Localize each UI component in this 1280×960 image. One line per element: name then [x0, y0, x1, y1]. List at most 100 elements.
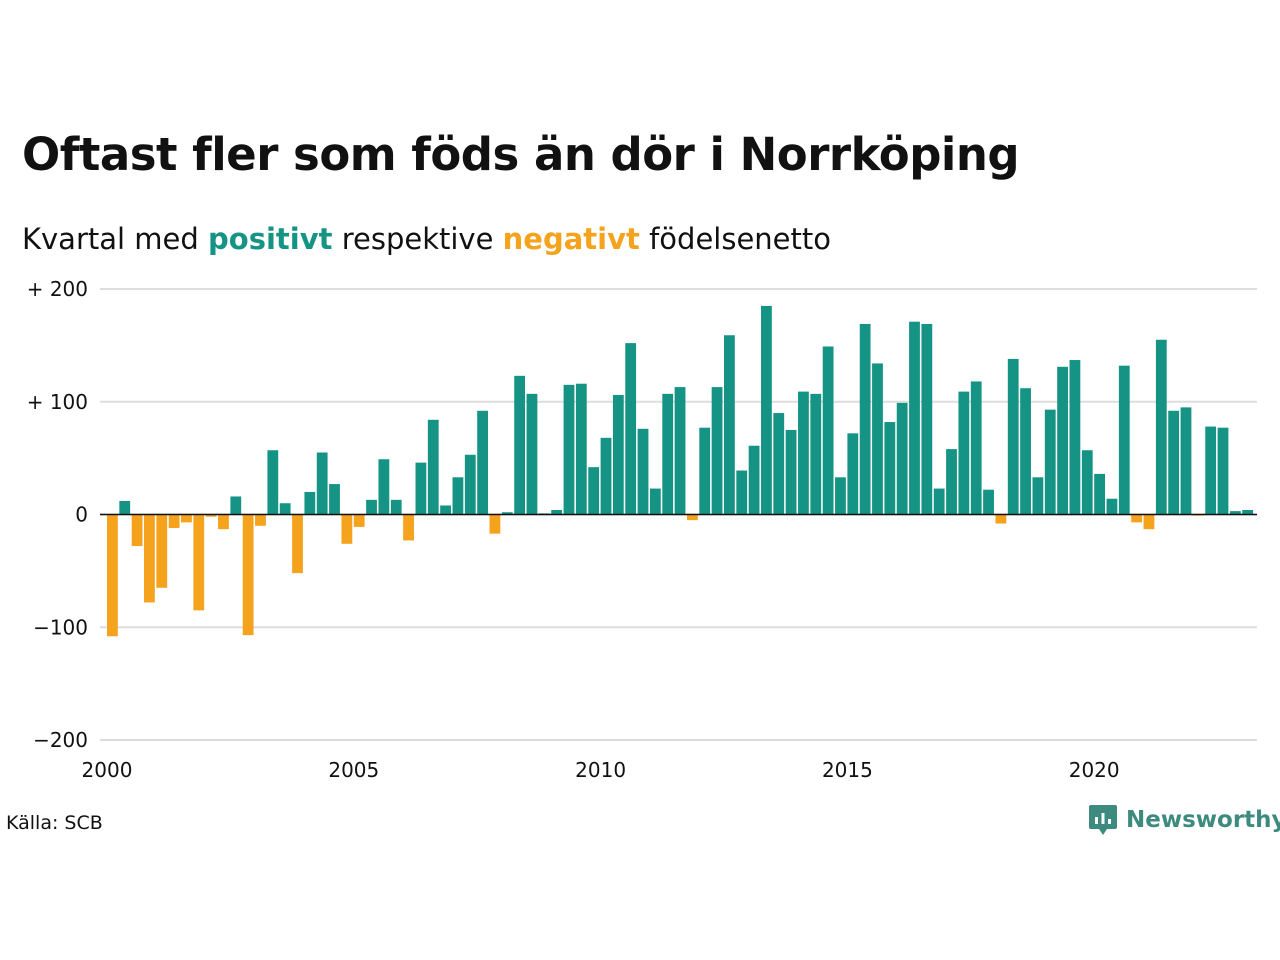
- bar-positive: [773, 413, 785, 515]
- bar-negative: [1131, 514, 1143, 523]
- y-tick-label: −100: [33, 615, 88, 639]
- bar-negative: [353, 514, 365, 527]
- bar-positive: [1106, 498, 1118, 515]
- bar-chart: −200 −100 0 + 100 + 200 2000 2005 2010 2015 2020: [27, 277, 1257, 782]
- bar-positive: [1032, 477, 1044, 515]
- bar-positive: [921, 323, 933, 515]
- bar-positive: [625, 343, 637, 515]
- newsworthy-chart-bubble-icon: [1089, 805, 1117, 835]
- y-tick-label: + 200: [27, 277, 88, 301]
- bar-negative: [341, 514, 353, 544]
- bar-positive: [748, 445, 760, 515]
- bar-negative: [156, 514, 168, 588]
- bar-positive: [933, 488, 945, 515]
- bar-negative: [193, 514, 205, 611]
- bar-positive: [699, 427, 711, 515]
- bar-positive: [415, 462, 427, 515]
- bar-positive: [440, 505, 451, 515]
- bar-positive: [551, 509, 563, 515]
- bar-positive: [785, 429, 797, 515]
- bar-positive: [810, 393, 822, 515]
- subtitle-suffix: födelsenetto: [639, 222, 831, 256]
- bar-positive: [279, 503, 291, 515]
- bar-positive: [1118, 365, 1130, 515]
- bar-positive: [1081, 450, 1093, 515]
- bar-positive: [612, 394, 624, 515]
- bar-positive: [588, 467, 600, 515]
- bar-positive: [711, 387, 723, 515]
- bar-positive: [1217, 427, 1229, 515]
- bar-negative: [144, 514, 155, 603]
- bar-positive: [1180, 407, 1192, 515]
- x-tick-label: 2005: [328, 758, 379, 782]
- bar-positive: [1044, 409, 1056, 515]
- bar-negative: [107, 514, 118, 637]
- bar-positive: [649, 488, 661, 515]
- bar-positive: [1205, 426, 1217, 515]
- bar-positive: [798, 391, 809, 515]
- x-axis-labels: 2000 2005 2010 2015 2020: [82, 758, 1120, 782]
- bar-negative: [255, 514, 266, 526]
- bar-positive: [1168, 410, 1180, 515]
- bar-positive: [1242, 509, 1254, 515]
- source-note: Källa: SCB: [6, 812, 103, 834]
- bar-negative: [168, 514, 180, 529]
- bar-negative: [181, 514, 192, 523]
- subtitle-positive-word: positivt: [208, 222, 333, 256]
- bar-positive: [267, 450, 279, 515]
- subtitle-negative-word: negativt: [502, 222, 640, 256]
- bar-positive: [1155, 339, 1167, 515]
- bar-positive: [427, 419, 439, 515]
- bar-negative: [292, 514, 303, 574]
- x-tick-label: 2020: [1069, 758, 1120, 782]
- bar-positive: [304, 491, 316, 515]
- bar-positive: [526, 393, 538, 515]
- bar-positive: [822, 346, 834, 515]
- bar-positive: [637, 428, 649, 515]
- bar-negative: [686, 514, 698, 521]
- x-tick-label: 2010: [575, 758, 626, 782]
- bar-positive: [514, 375, 526, 515]
- bar-positive: [119, 500, 131, 515]
- bar-negative: [218, 514, 229, 530]
- bar-positive: [563, 384, 575, 515]
- bar-positive: [761, 305, 772, 515]
- bar-positive: [859, 323, 871, 515]
- bar-positive: [477, 410, 488, 515]
- bar-positive: [1069, 360, 1081, 515]
- bar-positive: [600, 437, 612, 515]
- bar-positive: [464, 454, 476, 515]
- bar-positive: [230, 496, 242, 515]
- bar-positive: [1229, 511, 1241, 515]
- bar-positive: [983, 489, 994, 515]
- bar-positive: [896, 402, 908, 515]
- bars: [107, 305, 1254, 637]
- bar-positive: [366, 499, 377, 515]
- bar-positive: [316, 452, 328, 515]
- bar-positive: [501, 512, 513, 515]
- chart-subtitle: Kvartal med positivt respektive negativt…: [22, 222, 831, 256]
- y-tick-label: 0: [75, 503, 88, 527]
- bar-positive: [724, 335, 735, 515]
- y-tick-label: + 100: [27, 390, 88, 414]
- x-tick-label: 2000: [82, 758, 133, 782]
- bar-positive: [946, 449, 957, 515]
- y-tick-label: −200: [33, 728, 88, 752]
- bar-negative: [1143, 514, 1155, 530]
- y-axis-labels: −200 −100 0 + 100 + 200: [27, 277, 88, 752]
- chart-title: Oftast fler som föds än dör i Norrköping: [22, 128, 1020, 181]
- bar-negative: [403, 514, 414, 541]
- x-tick-label: 2015: [822, 758, 873, 782]
- bar-positive: [662, 393, 674, 515]
- bar-negative: [205, 514, 217, 517]
- brand-name: Newsworthy: [1126, 807, 1280, 833]
- bar-negative: [489, 514, 501, 534]
- subtitle-middle: respektive: [332, 222, 503, 256]
- bar-positive: [452, 477, 464, 515]
- newsworthy-logo: Newsworthy: [1088, 803, 1280, 837]
- bar-positive: [390, 499, 402, 515]
- bar-positive: [329, 484, 340, 515]
- bar-positive: [736, 470, 748, 515]
- bar-positive: [909, 321, 920, 515]
- bar-positive: [575, 383, 587, 515]
